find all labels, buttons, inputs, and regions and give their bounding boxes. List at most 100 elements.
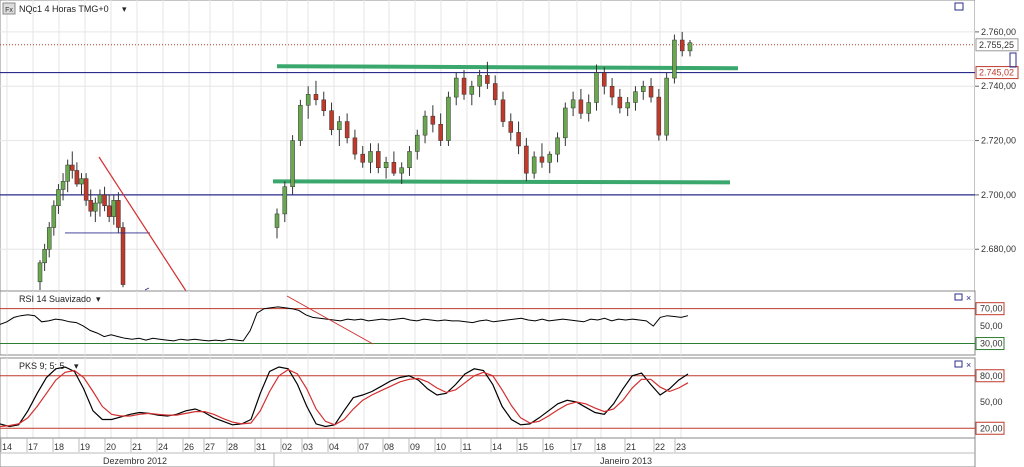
price-tick-label: 2.720,00 bbox=[981, 136, 1016, 146]
candle-body bbox=[446, 96, 451, 141]
candle bbox=[93, 197, 98, 223]
candle-body bbox=[555, 137, 560, 155]
candle bbox=[407, 146, 412, 176]
candle bbox=[274, 208, 280, 239]
day-label: 08 bbox=[384, 442, 394, 452]
candle bbox=[329, 102, 334, 136]
rsi-close-icon[interactable]: × bbox=[966, 293, 971, 303]
rsi-tick-label: 30,00 bbox=[980, 339, 1003, 349]
day-label: 17 bbox=[572, 442, 582, 452]
pks-dropdown-icon[interactable]: ▾ bbox=[74, 361, 79, 371]
current-price-label: 2.755,25 bbox=[979, 40, 1014, 50]
candle bbox=[321, 91, 327, 117]
candle bbox=[477, 69, 482, 98]
candle bbox=[516, 121, 521, 155]
candle bbox=[563, 102, 568, 146]
candle bbox=[111, 194, 117, 225]
day-label: 23 bbox=[676, 442, 686, 452]
maximize-icon[interactable] bbox=[954, 2, 964, 11]
candle-body bbox=[65, 164, 70, 182]
candle bbox=[97, 189, 103, 217]
candle bbox=[391, 151, 397, 176]
candle bbox=[60, 173, 66, 201]
candle-body bbox=[664, 77, 669, 136]
support-line bbox=[272, 179, 731, 185]
candle bbox=[51, 200, 57, 236]
pks-tick-label: 80,00 bbox=[980, 371, 1003, 381]
day-label: 17 bbox=[28, 442, 38, 452]
price-panel[interactable]: Fx NQc1 4 Horas TMG+0 ▾ bbox=[0, 0, 976, 292]
rsi-level-badge bbox=[975, 337, 1005, 351]
symbol-icon-text: Fx bbox=[5, 7, 13, 14]
downtrend-line bbox=[98, 156, 187, 292]
candle bbox=[399, 162, 404, 185]
chart-title: NQc1 4 Horas TMG+0 bbox=[19, 4, 109, 14]
price-tick-label: 2.740,00 bbox=[981, 81, 1016, 91]
candle bbox=[492, 75, 498, 106]
candle bbox=[337, 116, 342, 146]
candle-body bbox=[93, 202, 98, 212]
candle-body bbox=[422, 115, 428, 136]
candle-body bbox=[648, 85, 654, 98]
symbol-icon[interactable] bbox=[2, 2, 16, 15]
candle-body bbox=[633, 91, 638, 103]
candle-body bbox=[687, 42, 693, 52]
candle bbox=[368, 143, 373, 174]
candle bbox=[56, 184, 61, 214]
pks-lines bbox=[0, 366, 689, 428]
candle bbox=[461, 69, 467, 100]
candle-body bbox=[329, 110, 334, 130]
candle-body bbox=[516, 132, 521, 147]
candle-body bbox=[305, 94, 311, 106]
price-tick-label: 2.760,00 bbox=[981, 27, 1016, 37]
day-label: 27 bbox=[205, 442, 215, 452]
candle bbox=[547, 151, 552, 174]
candle bbox=[422, 110, 428, 144]
month-label: Janeiro 2013 bbox=[600, 456, 652, 466]
day-label: 04 bbox=[329, 442, 339, 452]
candle bbox=[648, 78, 654, 103]
rsi-gridlines bbox=[6, 291, 682, 355]
day-label: 21 bbox=[132, 442, 142, 452]
candle bbox=[508, 113, 514, 141]
rsi-panel[interactable]: RSI 14 Suavizado ▾ × bbox=[0, 290, 976, 356]
candle-body bbox=[570, 99, 576, 109]
rsi-tick-label: 50,00 bbox=[980, 321, 1003, 331]
pks-panel[interactable]: PKS 9; 5; 5 ▾ × bbox=[0, 357, 976, 439]
candle bbox=[352, 129, 358, 160]
candle-body bbox=[477, 75, 482, 87]
rsi-restore-icon[interactable] bbox=[954, 293, 963, 301]
pks-title: PKS 9; 5; 5 bbox=[19, 361, 65, 371]
support-resistance-lines bbox=[272, 64, 739, 185]
candle bbox=[360, 146, 365, 168]
candle-body bbox=[617, 96, 623, 109]
candle-body bbox=[399, 167, 404, 174]
rsi-level-badge bbox=[975, 302, 1005, 316]
title-dropdown-icon[interactable]: ▾ bbox=[122, 4, 127, 14]
pks-close-icon[interactable]: × bbox=[966, 360, 971, 370]
pks-series-d bbox=[0, 368, 689, 428]
candle-body bbox=[500, 99, 506, 122]
rsi-level-lines bbox=[0, 308, 975, 345]
candle-body bbox=[609, 85, 615, 98]
candle bbox=[83, 173, 89, 206]
candle-body bbox=[106, 205, 112, 217]
price-tick-label: 2.680,00 bbox=[981, 244, 1016, 254]
candle bbox=[672, 34, 677, 84]
candle bbox=[290, 135, 295, 195]
pks-restore-icon[interactable] bbox=[954, 360, 963, 368]
day-label: 14 bbox=[492, 442, 502, 452]
candle bbox=[594, 64, 599, 111]
candle bbox=[438, 113, 443, 146]
candle-body bbox=[290, 140, 295, 188]
rsi-tick-label: 70,00 bbox=[980, 304, 1003, 314]
rsi-dropdown-icon[interactable]: ▾ bbox=[96, 294, 101, 304]
candle bbox=[679, 31, 685, 57]
price-axis: 2.760,00 2.740,00 2.720,00 2.700,00 2.680,00… bbox=[975, 0, 1024, 291]
candle-body bbox=[492, 83, 498, 101]
day-label: 20 bbox=[106, 442, 116, 452]
rsi-series bbox=[0, 306, 689, 342]
candle bbox=[383, 156, 389, 179]
candle-body bbox=[594, 72, 599, 103]
